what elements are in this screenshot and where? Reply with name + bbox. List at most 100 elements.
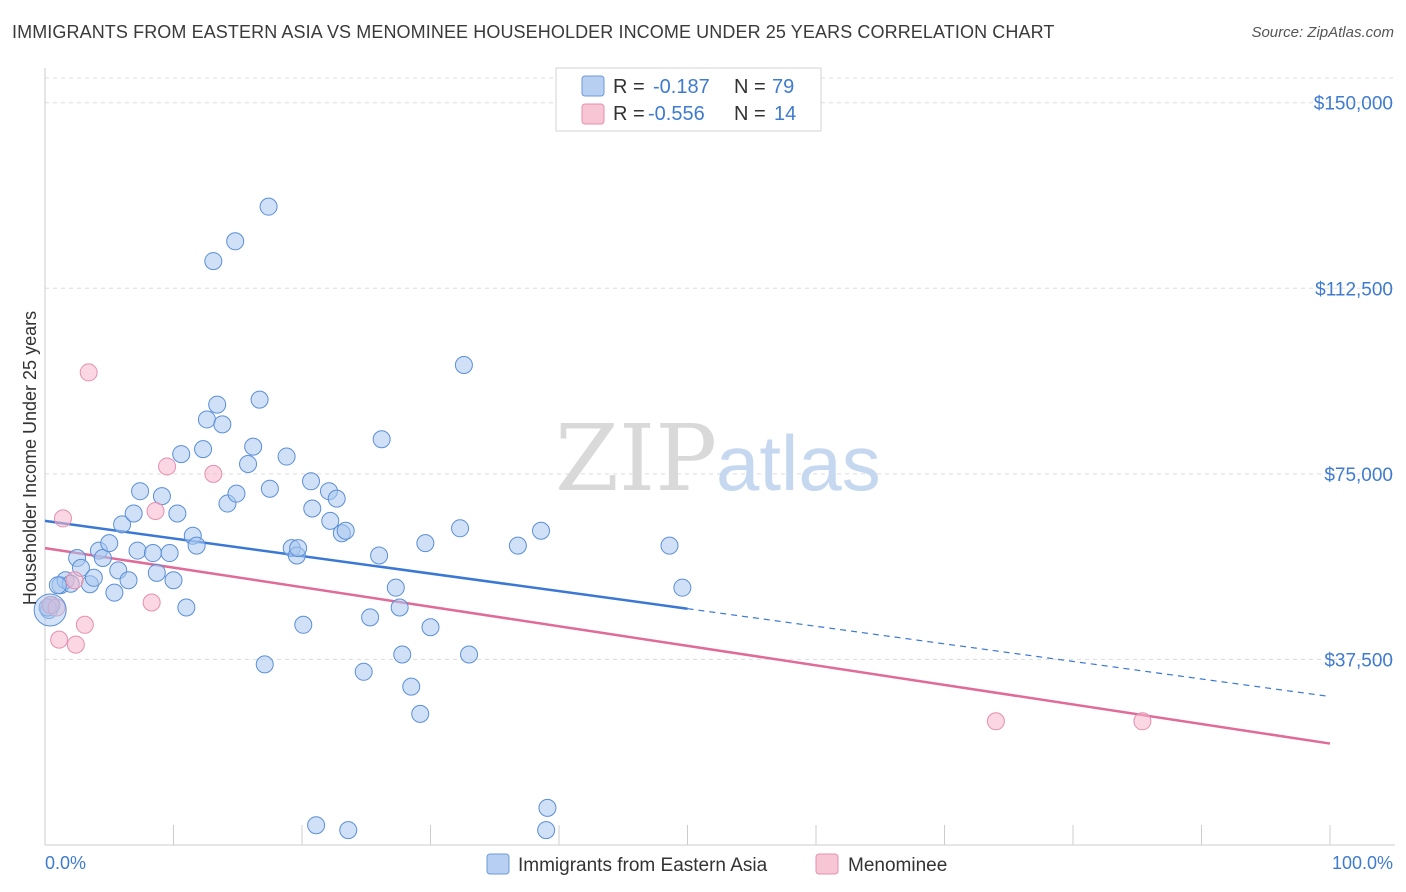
point-eastern-asia-15 bbox=[119, 571, 138, 590]
y-tick-label-0: $37,500 bbox=[1324, 650, 1393, 671]
x-tick-label-1: 100.0% bbox=[1332, 853, 1393, 873]
point-eastern-asia-16 bbox=[124, 504, 143, 523]
point-eastern-asia-32 bbox=[208, 395, 227, 414]
point-eastern-asia-74 bbox=[537, 821, 556, 840]
point-eastern-asia-31 bbox=[204, 252, 223, 271]
point-eastern-asia-43 bbox=[277, 447, 296, 466]
legend-swatch-blue bbox=[581, 75, 605, 97]
point-menominee-10 bbox=[204, 464, 223, 483]
point-eastern-asia-48 bbox=[301, 472, 320, 491]
y-axis-label: Householder Income Under 25 years bbox=[20, 311, 40, 605]
point-eastern-asia-63 bbox=[393, 645, 412, 664]
bottom-legend-label-1: Immigrants from Eastern Asia bbox=[518, 855, 768, 876]
legend-r-label-2: R = bbox=[613, 103, 645, 125]
point-eastern-asia-35 bbox=[226, 232, 245, 251]
point-eastern-asia-24 bbox=[168, 504, 187, 523]
point-eastern-asia-62 bbox=[390, 598, 409, 617]
point-eastern-asia-10 bbox=[93, 548, 112, 567]
point-menominee-9 bbox=[158, 457, 177, 476]
point-eastern-asia-55 bbox=[336, 521, 355, 540]
trend-line-pink bbox=[44, 546, 1331, 745]
point-eastern-asia-39 bbox=[250, 390, 269, 409]
watermark-zip: ZIP bbox=[555, 405, 717, 512]
legend-n-label-2: N = bbox=[734, 103, 766, 125]
point-eastern-asia-33 bbox=[213, 415, 232, 434]
point-eastern-asia-26 bbox=[177, 598, 196, 617]
bottom-legend-label-2: Menominee bbox=[848, 855, 947, 876]
point-eastern-asia-14 bbox=[113, 515, 132, 534]
point-eastern-asia-46 bbox=[289, 539, 308, 558]
legend-n-value-1: 79 bbox=[772, 76, 794, 98]
point-menominee-2 bbox=[53, 509, 72, 528]
point-eastern-asia-36 bbox=[227, 484, 246, 503]
legend: R = -0.187 N = 79 R = -0.556 N = 14 bbox=[555, 67, 822, 132]
point-eastern-asia-60 bbox=[372, 430, 391, 449]
trend-lines bbox=[44, 519, 1331, 745]
point-eastern-asia-68 bbox=[451, 519, 470, 538]
point-eastern-asia-56 bbox=[339, 821, 358, 840]
watermark-atlas: atlas bbox=[716, 419, 881, 507]
chart-title: IMMIGRANTS FROM EASTERN ASIA VS MENOMINE… bbox=[12, 22, 1055, 42]
point-menominee-12 bbox=[986, 712, 1005, 731]
point-eastern-asia-20 bbox=[147, 563, 166, 582]
point-eastern-asia-61 bbox=[386, 578, 405, 597]
bottom-legend: Immigrants from Eastern Asia Menominee bbox=[486, 853, 947, 876]
legend-r-label-1: R = bbox=[613, 76, 645, 98]
point-eastern-asia-72 bbox=[532, 521, 551, 540]
point-eastern-asia-cluster bbox=[33, 593, 67, 627]
point-eastern-asia-59 bbox=[370, 546, 389, 565]
point-eastern-asia-29 bbox=[194, 440, 213, 459]
point-eastern-asia-49 bbox=[303, 499, 322, 518]
point-menominee-1 bbox=[50, 630, 69, 649]
point-eastern-asia-11 bbox=[100, 534, 119, 553]
point-eastern-asia-47 bbox=[294, 615, 313, 634]
data-points bbox=[33, 197, 1152, 840]
point-eastern-asia-18 bbox=[128, 541, 147, 560]
point-eastern-asia-28 bbox=[187, 536, 206, 555]
point-eastern-asia-75 bbox=[660, 536, 679, 555]
point-menominee-5 bbox=[75, 615, 94, 634]
point-eastern-asia-50 bbox=[307, 816, 326, 835]
legend-n-label-1: N = bbox=[734, 76, 766, 98]
point-eastern-asia-67 bbox=[421, 618, 440, 637]
point-eastern-asia-19 bbox=[143, 544, 162, 563]
point-menominee-4 bbox=[66, 635, 85, 654]
axes bbox=[44, 68, 1395, 846]
point-menominee-7 bbox=[142, 593, 161, 612]
y-tick-label-2: $112,500 bbox=[1315, 279, 1393, 300]
point-menominee-6 bbox=[79, 363, 98, 382]
source-credit: Source: ZipAtlas.com bbox=[1251, 24, 1394, 41]
legend-swatch-pink bbox=[581, 103, 605, 125]
point-menominee-3 bbox=[65, 571, 84, 590]
point-eastern-asia-21 bbox=[152, 487, 171, 506]
point-eastern-asia-23 bbox=[164, 571, 183, 590]
point-eastern-asia-71 bbox=[508, 536, 527, 555]
trend-line-blue-dashed bbox=[687, 608, 1331, 698]
x-tick-labels: 0.0% 100.0% bbox=[45, 853, 1393, 873]
point-eastern-asia-8 bbox=[84, 568, 103, 587]
point-eastern-asia-53 bbox=[327, 489, 346, 508]
point-eastern-asia-65 bbox=[411, 704, 430, 723]
point-eastern-asia-42 bbox=[260, 479, 279, 498]
y-tick-label-3: $150,000 bbox=[1314, 94, 1393, 115]
point-eastern-asia-25 bbox=[172, 445, 191, 464]
point-menominee-13 bbox=[1133, 712, 1152, 731]
point-eastern-asia-22 bbox=[160, 544, 179, 563]
point-eastern-asia-57 bbox=[354, 662, 373, 681]
legend-r-value-1: -0.187 bbox=[653, 76, 710, 98]
point-eastern-asia-40 bbox=[255, 655, 274, 674]
point-eastern-asia-12 bbox=[105, 583, 124, 602]
point-eastern-asia-30 bbox=[197, 410, 216, 429]
point-menominee-8 bbox=[146, 501, 165, 520]
point-eastern-asia-52 bbox=[321, 511, 340, 530]
trend-line-blue-solid bbox=[44, 519, 688, 610]
legend-r-value-2: -0.556 bbox=[648, 103, 705, 125]
y-tick-labels: $37,500 $75,000 $112,500 $150,000 bbox=[1314, 94, 1393, 672]
x-tick-label-0: 0.0% bbox=[45, 853, 86, 873]
point-eastern-asia-37 bbox=[239, 454, 258, 473]
bottom-legend-swatch-blue bbox=[486, 853, 510, 875]
point-eastern-asia-69 bbox=[454, 356, 473, 375]
watermark: ZIP atlas bbox=[555, 405, 881, 512]
point-eastern-asia-76 bbox=[673, 578, 692, 597]
